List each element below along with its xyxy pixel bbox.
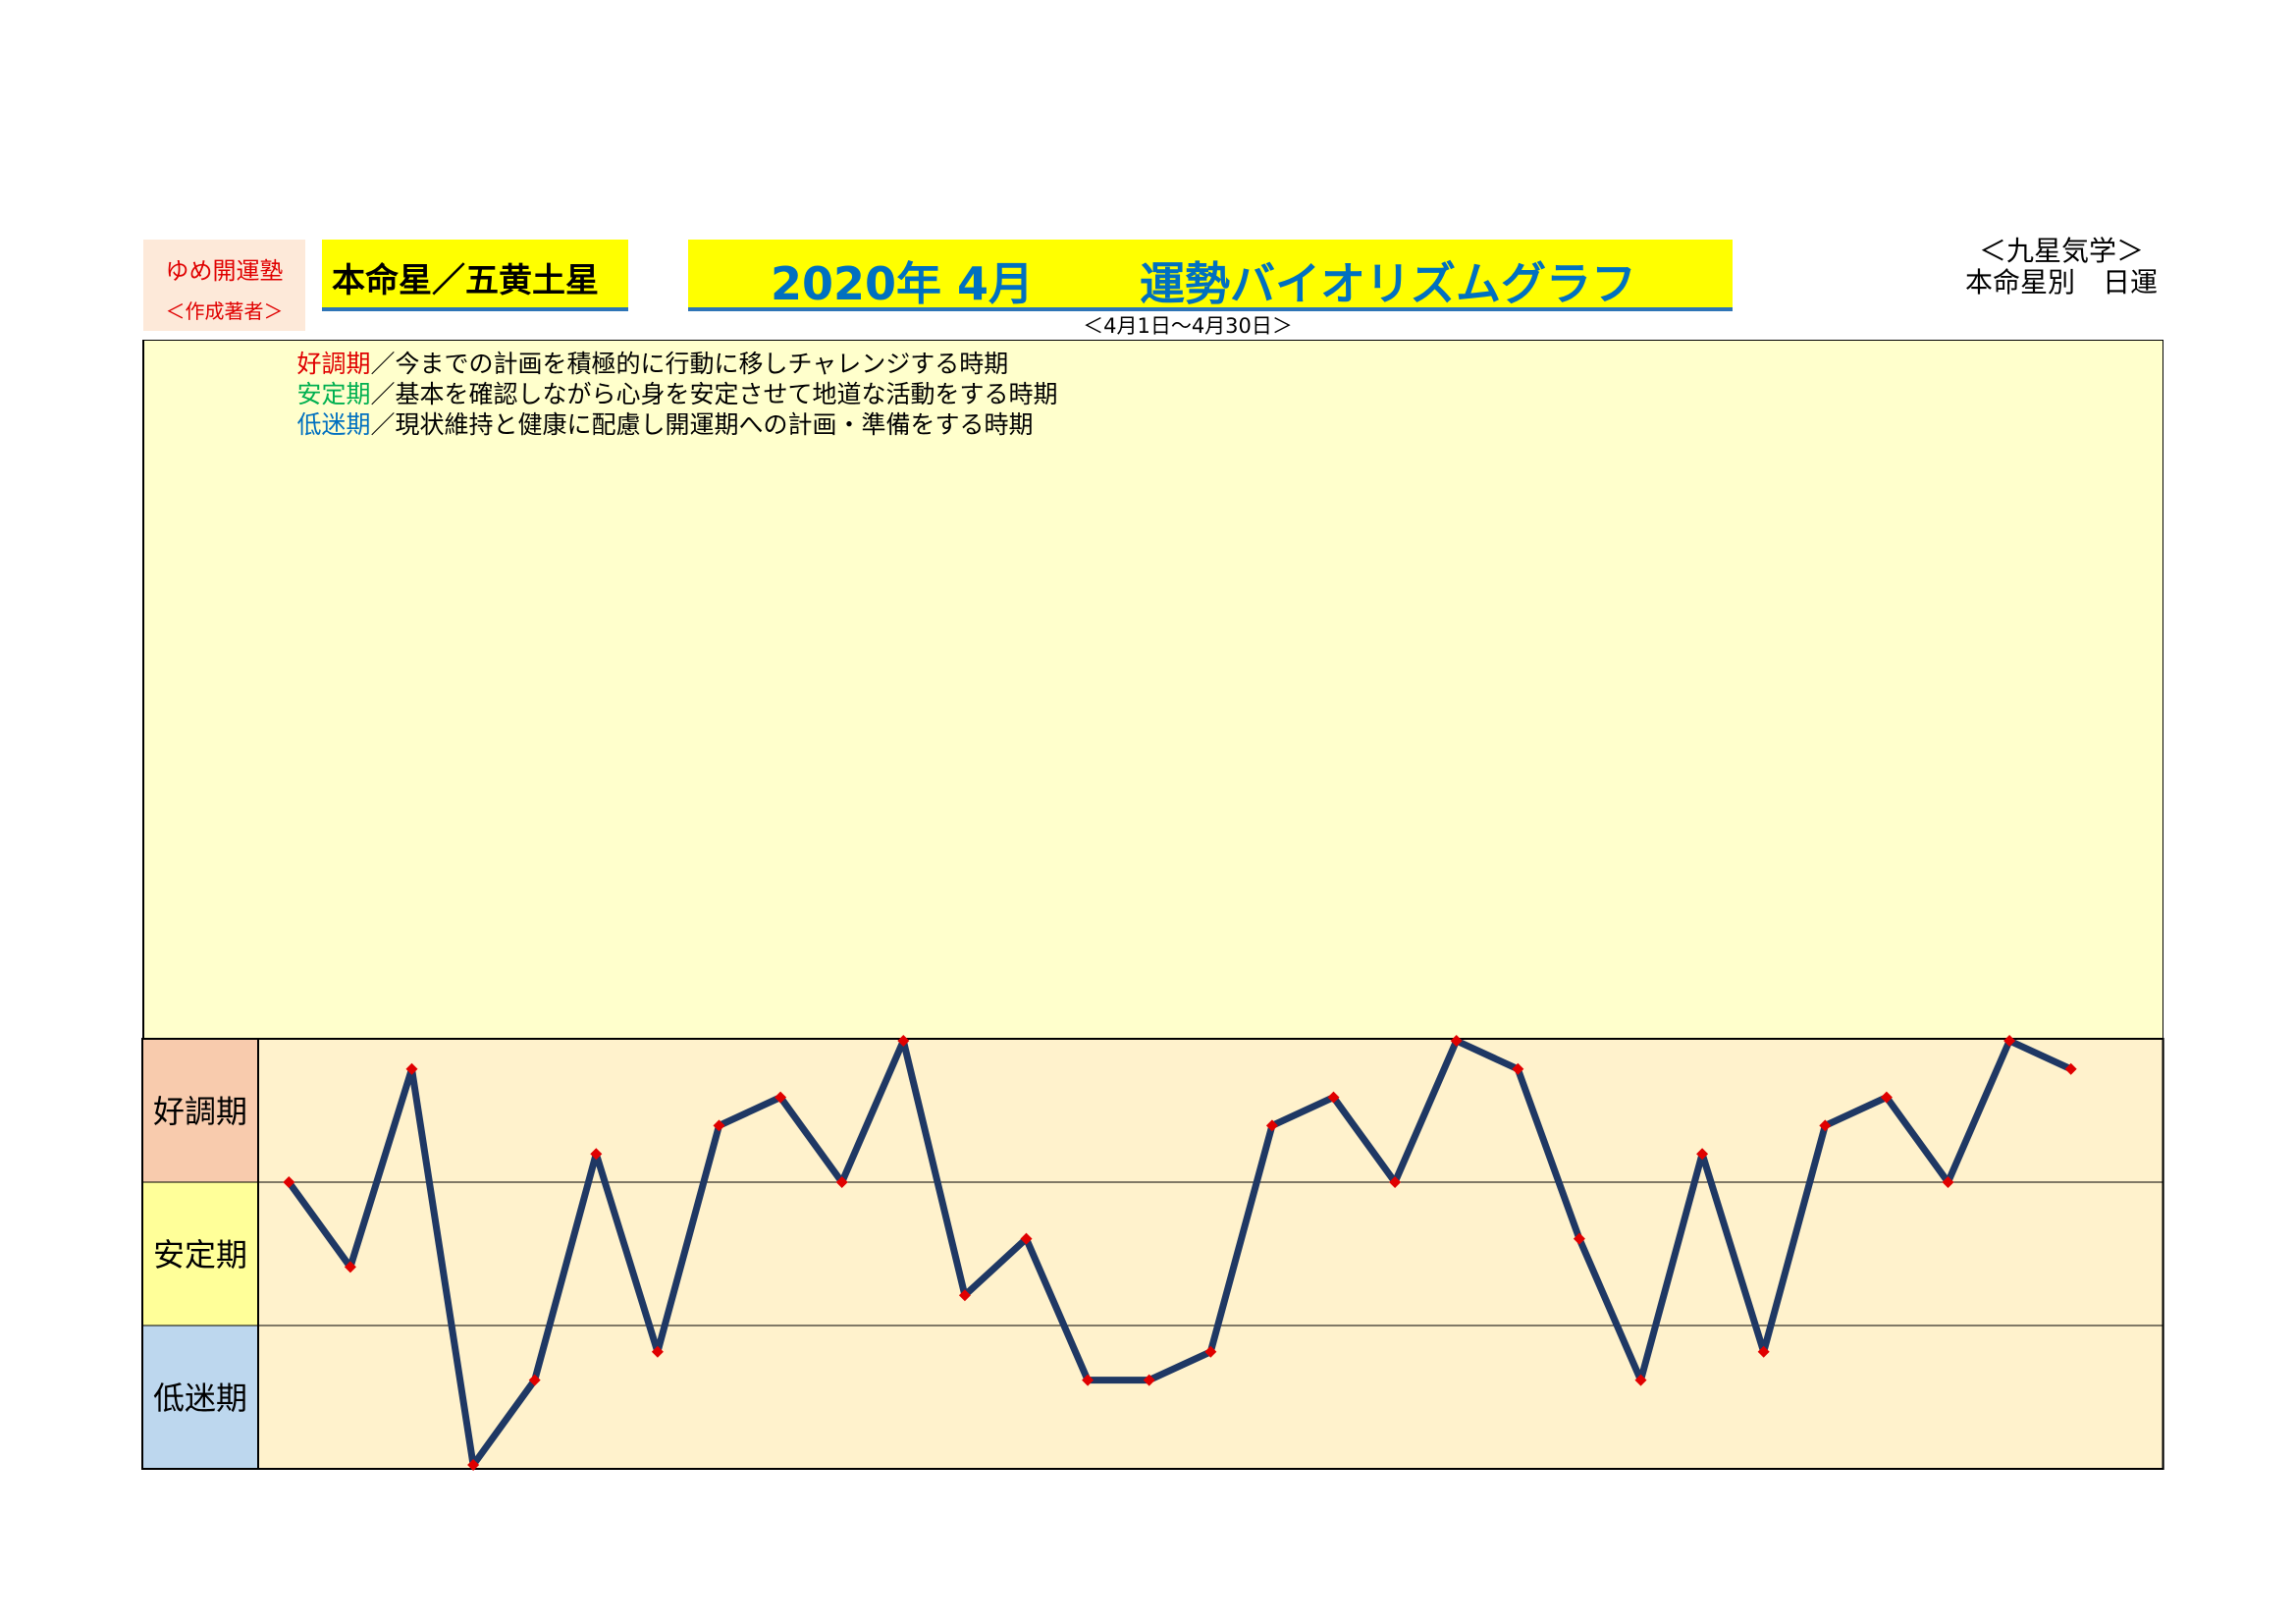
title-main: 運勢バイオリズムグラフ — [1140, 257, 1636, 310]
data-point — [713, 1119, 725, 1132]
data-point — [835, 1176, 848, 1188]
data-point — [1512, 1062, 1524, 1075]
data-point — [2064, 1062, 2077, 1075]
series-line — [286, 1037, 2073, 1469]
data-point — [1020, 1232, 1033, 1245]
data-point — [590, 1148, 603, 1161]
band-label-bg — [141, 1325, 259, 1470]
data-point — [958, 1289, 971, 1302]
data-point — [1757, 1345, 1770, 1358]
data-point — [1573, 1232, 1585, 1245]
brand-box: ゆめ開運塾 ＜作成著者＞ — [143, 240, 305, 331]
kigaku-line2: 本命星別 日運 — [1964, 266, 2158, 298]
brand-author: ＜作成著者＞ — [165, 299, 284, 323]
data-point — [897, 1035, 910, 1047]
band-label: 好調期 — [153, 1093, 247, 1130]
date-range: ＜4月1日～4月30日＞ — [1083, 314, 1293, 338]
plot-area — [257, 1038, 2164, 1470]
data-point — [1450, 1035, 1463, 1047]
fortune-table: 日1日2日3日4日5日6日7日8日9日10日11日12日13日14日15日16日… — [142, 340, 2164, 1045]
data-point — [1634, 1374, 1647, 1386]
title-year-month: 2020年 4月 — [771, 257, 1035, 310]
chart-border — [141, 1038, 2164, 1470]
data-point — [651, 1345, 664, 1358]
data-point — [1696, 1148, 1709, 1161]
data-point — [1082, 1374, 1095, 1386]
data-point — [283, 1176, 295, 1188]
band-label: 低迷期 — [153, 1380, 247, 1417]
data-point — [1819, 1119, 1832, 1132]
data-point — [1389, 1176, 1402, 1188]
data-point — [467, 1459, 480, 1471]
brand-name: ゆめ開運塾 — [165, 257, 284, 285]
data-point — [528, 1374, 541, 1386]
kigaku-label: ＜九星気学＞ 本命星別 日運 — [1914, 236, 2209, 298]
data-point — [1143, 1374, 1155, 1386]
row-desc: 好調期／今までの計画を積極的に行動に移しチャレンジする時期 安定期／基本を確認しな… — [142, 340, 2163, 1045]
band-label: 安定期 — [153, 1236, 247, 1273]
data-point — [405, 1062, 418, 1075]
data-point — [1942, 1176, 1954, 1188]
data-point — [1265, 1119, 1278, 1132]
data-point — [344, 1261, 356, 1273]
data-point — [1204, 1345, 1217, 1358]
data-point — [774, 1091, 787, 1104]
band-label-bg — [141, 1181, 259, 1326]
honmei-star-label: 本命星／五黄土星 — [322, 240, 628, 311]
data-point — [1327, 1091, 1340, 1104]
title-box: 2020年 4月 運勢バイオリズムグラフ — [688, 240, 1733, 311]
legend-description: 好調期／今までの計画を積極的に行動に移しチャレンジする時期 安定期／基本を確認しな… — [142, 340, 2163, 1045]
kigaku-line1: ＜九星気学＞ — [1978, 235, 2144, 267]
data-point — [2003, 1035, 2016, 1047]
data-point — [1880, 1091, 1893, 1104]
